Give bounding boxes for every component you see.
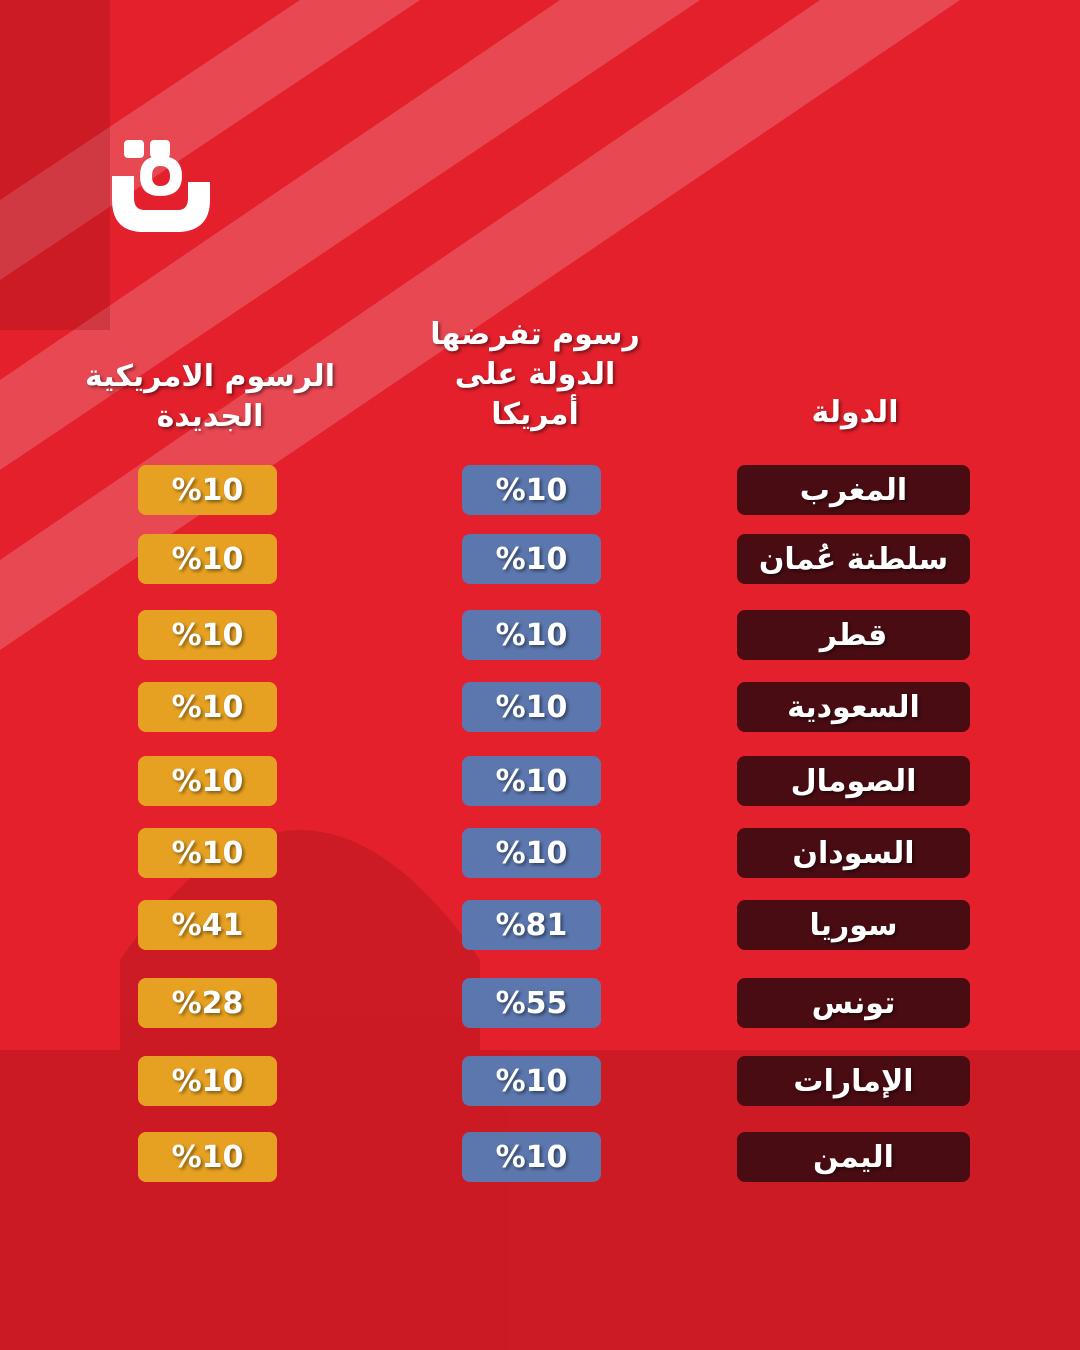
us-tariff-cell: %10: [462, 610, 601, 660]
country-cell: قطر: [737, 610, 970, 660]
us-tariff-cell: %10: [462, 682, 601, 732]
new-tariff-cell: %10: [138, 534, 277, 584]
country-cell: السعودية: [737, 682, 970, 732]
us-tariff-cell: %10: [462, 1132, 601, 1182]
new-tariff-cell: %10: [138, 610, 277, 660]
new-tariff-cell: %28: [138, 978, 277, 1028]
column-header: الرسوم الامريكية الجديدة: [85, 359, 335, 434]
us-tariff-cell: %10: [462, 465, 601, 515]
country-cell: تونس: [737, 978, 970, 1028]
new-tariff-cell: %41: [138, 900, 277, 950]
us-tariff-cell: %10: [462, 534, 601, 584]
new-tariff-cell: %10: [138, 828, 277, 878]
country-cell: الإمارات: [737, 1056, 970, 1106]
column-header: رسوم تفرضها الدولة على أمريكا: [430, 317, 640, 432]
country-cell: سوريا: [737, 900, 970, 950]
us-tariff-cell: %55: [462, 978, 601, 1028]
new-tariff-cell: %10: [138, 756, 277, 806]
logo: [112, 140, 210, 232]
country-cell: اليمن: [737, 1132, 970, 1182]
country-cell: المغرب: [737, 465, 970, 515]
new-tariff-cell: %10: [138, 465, 277, 515]
country-cell: السودان: [737, 828, 970, 878]
us-tariff-cell: %10: [462, 1056, 601, 1106]
country-cell: سلطنة عُمان: [737, 534, 970, 584]
new-tariff-cell: %10: [138, 1056, 277, 1106]
new-tariff-cell: %10: [138, 682, 277, 732]
country-cell: الصومال: [737, 756, 970, 806]
us-tariff-cell: %10: [462, 756, 601, 806]
column-header: الدولة: [811, 395, 899, 430]
us-tariff-cell: %10: [462, 828, 601, 878]
us-tariff-cell: %81: [462, 900, 601, 950]
new-tariff-cell: %10: [138, 1132, 277, 1182]
